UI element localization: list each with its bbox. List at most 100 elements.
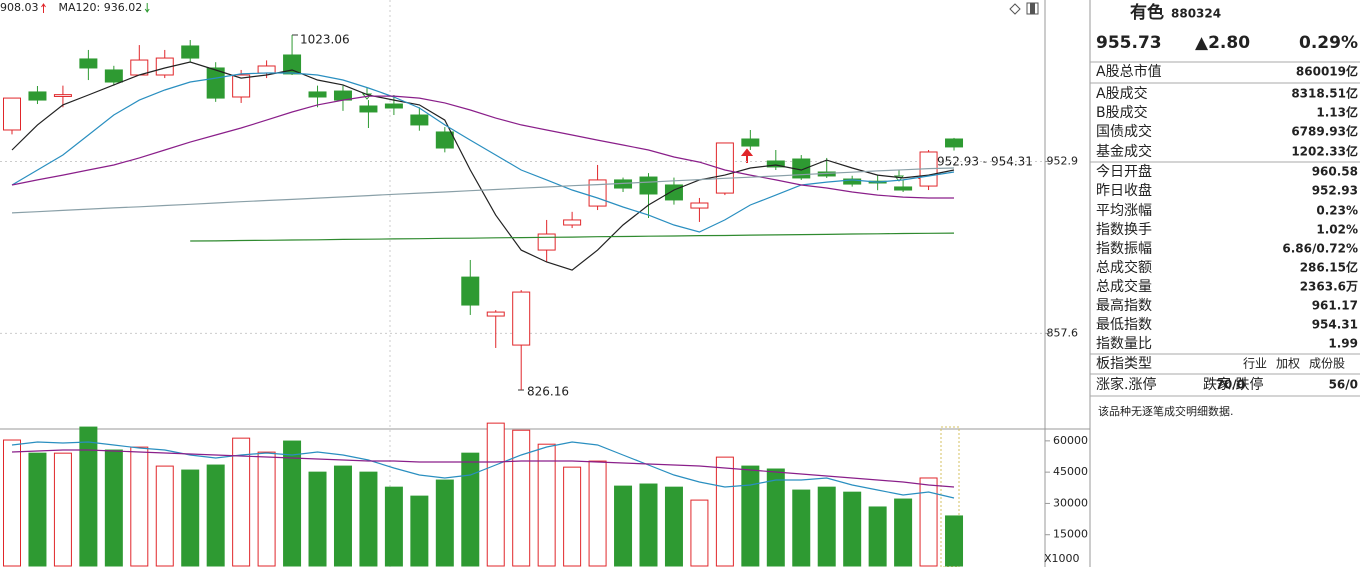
volume-bar xyxy=(512,429,531,567)
volume-ma-line xyxy=(11,441,955,499)
row-value: 961.17 xyxy=(1312,299,1358,313)
ma-line xyxy=(11,167,955,214)
row-label: 板指类型 xyxy=(1096,356,1152,372)
instrument-name: 有色 xyxy=(1130,2,1164,23)
volume-bar xyxy=(359,471,378,567)
candle-body xyxy=(181,45,200,59)
volume-bar xyxy=(945,515,964,567)
volume-bar xyxy=(563,466,582,567)
volume-bar xyxy=(232,437,251,567)
y-tick-label: 60000 xyxy=(1053,434,1088,447)
y-tick-label: 30000 xyxy=(1053,496,1088,509)
candle-body xyxy=(53,94,72,97)
price-change: ▲2.80 xyxy=(1195,33,1250,53)
sector-option[interactable]: 行业 xyxy=(1243,357,1267,371)
row-label: A股总市值 xyxy=(1096,63,1162,80)
note: 该品种无逐笔成交明细数据. xyxy=(1098,404,1234,418)
row-label: 国债成交 xyxy=(1096,123,1152,140)
volume-bar xyxy=(894,498,913,567)
volume-bar xyxy=(690,499,709,567)
row-label: 指数振幅 xyxy=(1096,241,1152,257)
row-label: 昨日收盘 xyxy=(1096,182,1152,199)
candle-body xyxy=(257,65,276,74)
buy-arrow xyxy=(740,148,754,163)
row-value: 8318.51亿 xyxy=(1291,86,1358,101)
legend-arrow xyxy=(144,3,150,13)
row-label: 平均涨幅 xyxy=(1096,203,1152,219)
row-value: 6.86/0.72% xyxy=(1282,242,1358,256)
candle-body xyxy=(410,114,429,126)
candle-body xyxy=(28,91,47,101)
candle-body xyxy=(359,105,378,113)
row-value: 952.93 xyxy=(1312,184,1358,198)
row-label: 总成交额 xyxy=(1096,259,1152,276)
candle-body xyxy=(461,276,480,306)
quote-panel: 有色 880324 955.73 ▲2.80 0.29% A股总市值 860019亿 A股成交… xyxy=(1090,2,1360,418)
volume-bar xyxy=(537,443,556,567)
legend-arrow xyxy=(41,3,46,13)
candle-body xyxy=(512,291,531,346)
candle-body xyxy=(843,178,862,185)
sector-option[interactable]: 成份股 xyxy=(1309,357,1345,371)
price-change-pct: 0.29% xyxy=(1299,33,1358,53)
ma-line xyxy=(190,232,955,242)
row-label: 总成交量 xyxy=(1096,278,1152,295)
row-value: 0.23% xyxy=(1316,204,1358,218)
y-tick-label: 952.9 xyxy=(1047,155,1079,168)
volume-ma-line xyxy=(11,449,955,488)
row-value: 286.15亿 xyxy=(1300,260,1358,275)
volume-bar xyxy=(3,439,21,567)
volume-bar xyxy=(53,452,72,567)
ma-line xyxy=(11,61,955,271)
annotation: 952.93 - 954.31 xyxy=(937,155,1033,169)
candle-body xyxy=(79,58,98,69)
candle-body xyxy=(715,142,734,194)
candle-body xyxy=(435,131,454,149)
row-value: 6789.93亿 xyxy=(1291,124,1358,139)
instrument-code: 880324 xyxy=(1171,7,1221,21)
row-value: 1.99 xyxy=(1328,337,1358,351)
volume-bar xyxy=(206,464,225,567)
row-label: 基金成交 xyxy=(1096,143,1152,160)
volume-bar xyxy=(614,485,633,567)
row-label: 最低指数 xyxy=(1096,317,1152,333)
candle-body xyxy=(741,138,760,147)
diamond-icon[interactable] xyxy=(1009,3,1021,15)
sector-option[interactable]: 加权 xyxy=(1276,357,1300,371)
volume-bar xyxy=(766,468,785,567)
last-price: 955.73 xyxy=(1096,33,1162,53)
volume-bar xyxy=(257,451,276,567)
candle-body xyxy=(308,91,327,98)
volume-bar xyxy=(435,479,454,567)
volume-bar xyxy=(79,426,98,567)
legend-entry: MA120: 936.02 xyxy=(59,1,143,14)
sell-arrow xyxy=(893,170,905,182)
row-label: 最高指数 xyxy=(1096,297,1152,314)
volume-forecast xyxy=(940,426,960,567)
volume-unit: X1000 xyxy=(1044,552,1080,565)
volume-bar xyxy=(792,489,811,567)
y-tick-label: 15000 xyxy=(1053,528,1088,541)
volume-bar xyxy=(104,449,123,567)
volume-bar xyxy=(283,440,302,567)
candle-body xyxy=(894,186,913,191)
volume-bar xyxy=(308,471,327,567)
row-value: 860019亿 xyxy=(1296,64,1358,79)
breadth-label: 涨家.涨停 xyxy=(1096,376,1156,393)
candle-body xyxy=(563,219,582,226)
breadth-value: 56/0 xyxy=(1329,378,1358,392)
volume-bar xyxy=(715,456,734,567)
row-label: A股成交 xyxy=(1096,85,1148,102)
volume-bar xyxy=(28,452,47,567)
candle-body xyxy=(384,103,403,109)
candle-body xyxy=(486,311,505,317)
row-value: 954.31 xyxy=(1312,318,1358,332)
breadth-label: 跌家.跌停 xyxy=(1203,376,1263,393)
candle-body xyxy=(537,233,556,251)
volume-bar xyxy=(843,491,862,567)
legend: 908.03 MA120: 936.02 xyxy=(0,1,150,14)
volume-bar xyxy=(588,460,607,567)
volume-bar xyxy=(461,452,480,567)
